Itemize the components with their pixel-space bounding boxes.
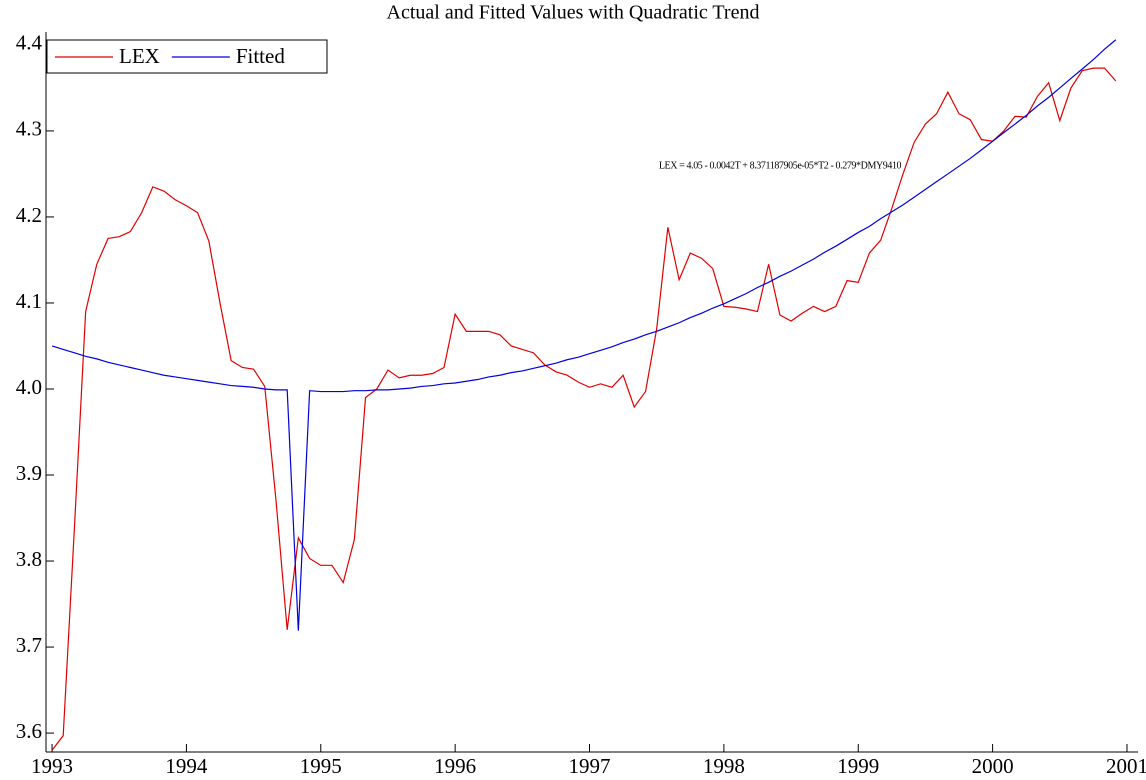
series-line xyxy=(51,39,1117,631)
y-tick-label: 4.0 xyxy=(16,375,42,399)
x-tick-label: 2000 xyxy=(972,754,1014,778)
y-tick-label: 3.7 xyxy=(16,633,42,657)
y-tick-label: 4.3 xyxy=(16,117,42,141)
x-tick-label: 1994 xyxy=(165,754,208,778)
x-tick-label: 1995 xyxy=(300,754,342,778)
y-tick-label: 4.4 xyxy=(16,31,43,55)
chart-title: Actual and Fitted Values with Quadratic … xyxy=(387,2,760,24)
x-tick-label: 1996 xyxy=(434,754,476,778)
y-tick-label: 4.2 xyxy=(16,203,42,227)
x-tick-label: 1997 xyxy=(569,754,611,778)
y-tick-label: 3.6 xyxy=(16,719,42,743)
y-tick-label: 3.9 xyxy=(16,461,42,485)
x-tick-label: 2001 xyxy=(1106,754,1146,778)
legend-label: Fitted xyxy=(236,44,286,68)
annotation: LEX = 4.05 - 0.0042T + 8.371187905e-05*T… xyxy=(659,160,902,171)
series-line xyxy=(51,67,1117,751)
x-tick-label: 1999 xyxy=(837,754,879,778)
x-tick-label: 1998 xyxy=(703,754,745,778)
y-tick-label: 4.1 xyxy=(16,289,42,313)
legend-label: LEX xyxy=(119,44,160,68)
y-tick-label: 3.8 xyxy=(16,547,42,571)
x-tick-label: 1993 xyxy=(31,754,73,778)
